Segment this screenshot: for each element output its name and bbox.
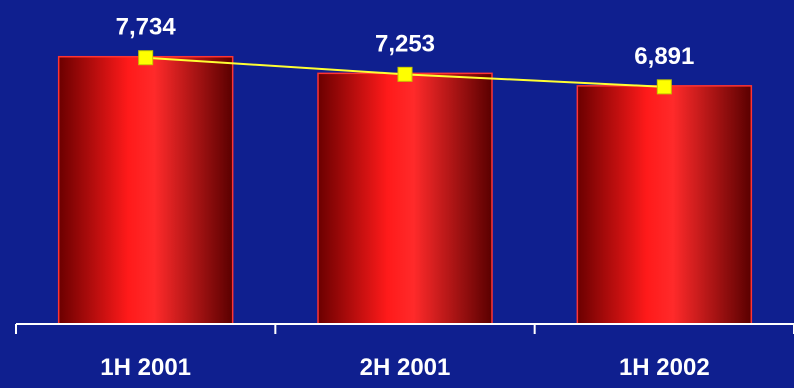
x-tick-label-3: 1H 2002: [619, 354, 710, 381]
line-marker-2: [397, 66, 413, 82]
data-label-2: 7,253: [375, 30, 435, 57]
line-marker-1: [138, 50, 154, 66]
x-tick-label-2: 2H 2001: [360, 354, 451, 381]
bar-3: [576, 85, 753, 325]
bars-layer: [57, 55, 753, 325]
data-label-3: 6,891: [634, 43, 694, 70]
bar-1: [57, 55, 234, 325]
line-marker-3: [656, 79, 672, 95]
labels-layer: 7,734 1H 2001 7,253 2H 2001 6,891 1H 2002: [100, 14, 709, 381]
trend-line-layer: [138, 50, 672, 95]
bar-2: [317, 72, 493, 325]
x-axis: [15, 323, 794, 334]
x-tick-label-1: 1H 2001: [100, 354, 191, 381]
data-label-1: 7,734: [116, 14, 177, 41]
